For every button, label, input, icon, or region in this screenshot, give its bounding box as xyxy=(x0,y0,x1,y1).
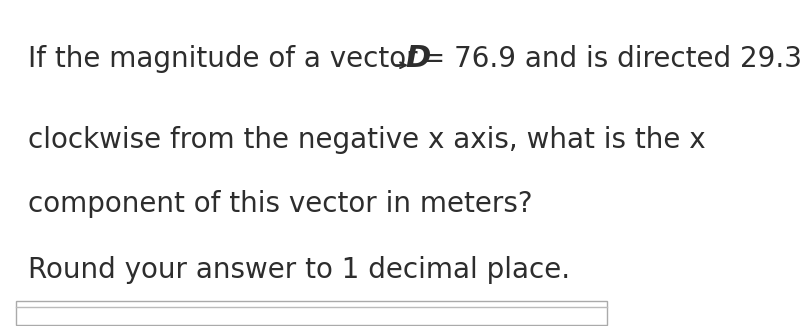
Text: D: D xyxy=(405,44,430,73)
Text: component of this vector in meters?: component of this vector in meters? xyxy=(27,190,532,218)
Text: If the magnitude of a vector: If the magnitude of a vector xyxy=(27,45,426,73)
Bar xyxy=(16,301,606,325)
Text: clockwise from the negative x axis, what is the x: clockwise from the negative x axis, what… xyxy=(27,126,704,154)
Text: = 76.9 and is directed 29.3: = 76.9 and is directed 29.3 xyxy=(413,45,801,73)
Text: Round your answer to 1 decimal place.: Round your answer to 1 decimal place. xyxy=(27,257,569,285)
